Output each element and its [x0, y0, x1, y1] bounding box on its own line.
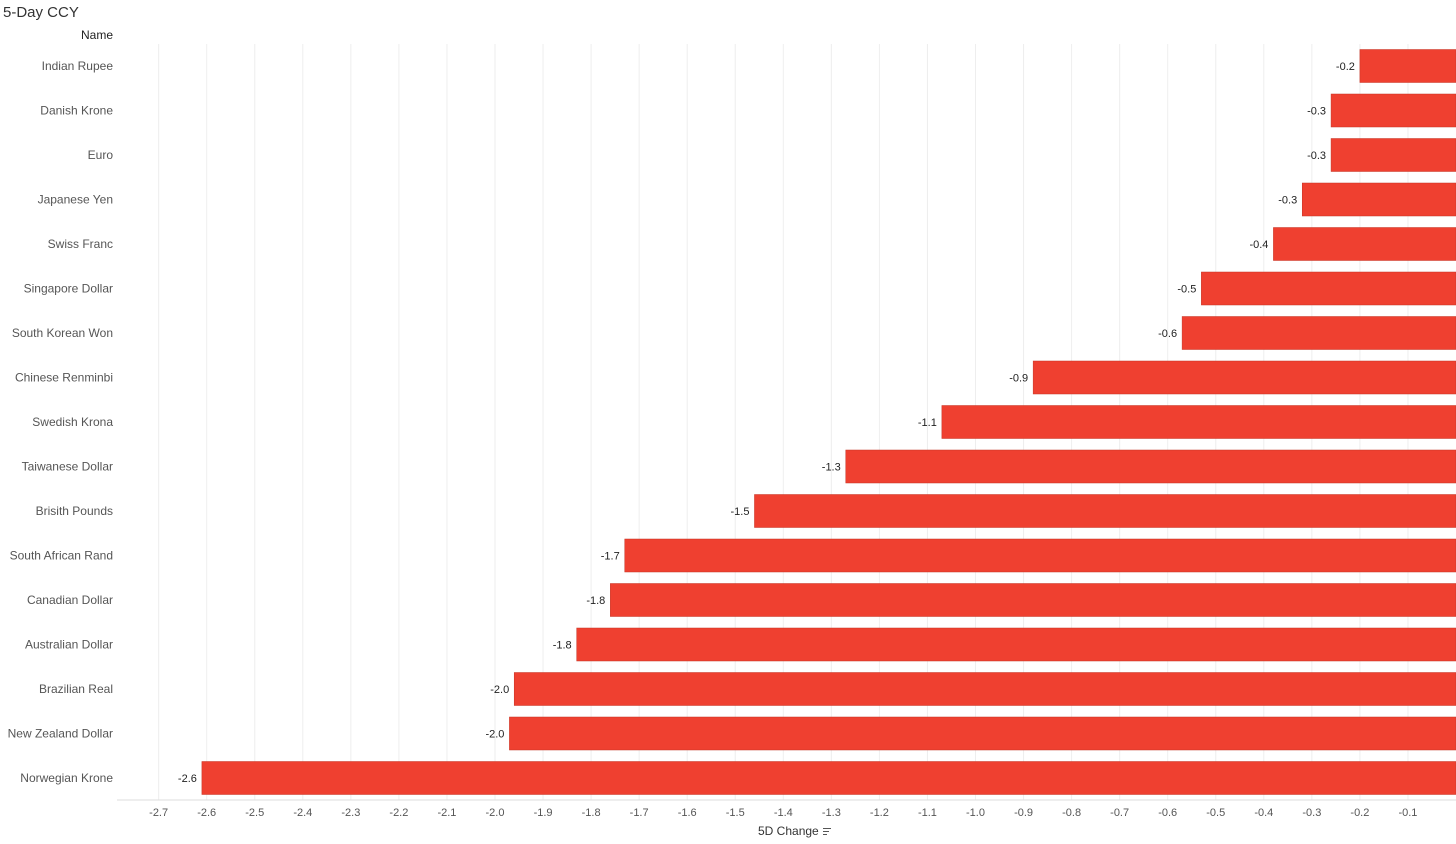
data-label: -0.3	[1307, 150, 1326, 162]
category-label: Swiss Franc	[48, 237, 113, 251]
x-tick-label: -1.2	[870, 807, 889, 819]
bar[interactable]	[1181, 316, 1456, 350]
category-label: Brazilian Real	[39, 682, 113, 696]
x-tick-label: -2.2	[389, 807, 408, 819]
x-axis-title: 5D Change	[758, 824, 831, 838]
category-label: New Zealand Dollar	[8, 727, 113, 741]
x-tick-label: -2.0	[486, 807, 505, 819]
bar[interactable]	[941, 405, 1456, 439]
category-label: Indian Rupee	[42, 59, 114, 73]
category-label: Norwegian Krone	[20, 771, 113, 785]
x-tick-label: -0.7	[1110, 807, 1129, 819]
data-label: -0.2	[1336, 61, 1355, 73]
x-tick-label: -0.5	[1206, 807, 1225, 819]
x-tick-label: -2.7	[149, 807, 168, 819]
bar[interactable]	[624, 538, 1456, 573]
x-tick-label: -2.1	[437, 807, 456, 819]
bar[interactable]	[1032, 360, 1456, 395]
category-label: Euro	[88, 148, 114, 162]
x-tick-label: -2.3	[341, 807, 360, 819]
bar[interactable]	[513, 672, 1456, 706]
x-tick-label: -0.4	[1254, 807, 1273, 819]
x-tick-label: -2.5	[245, 807, 264, 819]
bar[interactable]	[610, 583, 1456, 617]
x-tick-label: -2.6	[197, 807, 216, 819]
category-label: Danish Krone	[40, 104, 113, 118]
x-tick-label: -0.3	[1302, 807, 1321, 819]
bar[interactable]	[1330, 93, 1456, 128]
data-label: -1.8	[586, 595, 605, 607]
x-tick-label: -0.8	[1062, 807, 1081, 819]
x-tick-label: -1.6	[678, 807, 697, 819]
bar[interactable]	[845, 449, 1456, 484]
bar[interactable]	[1301, 182, 1456, 217]
x-tick-label: -1.5	[726, 807, 745, 819]
x-tick-label: -1.4	[774, 807, 793, 819]
x-tick-label: -1.7	[630, 807, 649, 819]
bar[interactable]	[1359, 49, 1456, 83]
bar[interactable]	[509, 716, 1456, 751]
x-tick-label: -0.9	[1014, 807, 1033, 819]
category-label: South African Rand	[10, 549, 113, 563]
category-label: Australian Dollar	[25, 638, 113, 652]
x-axis-title-text: 5D Change	[758, 824, 819, 838]
data-label: -1.5	[731, 506, 750, 518]
x-tick-label: -1.8	[582, 807, 601, 819]
bar[interactable]	[1201, 271, 1456, 306]
data-label: -0.4	[1249, 239, 1268, 251]
data-label: -0.3	[1307, 106, 1326, 118]
data-label: -2.0	[485, 729, 504, 741]
x-tick-label: -1.0	[966, 807, 985, 819]
x-tick-label: -1.9	[534, 807, 553, 819]
data-label: -1.1	[918, 417, 937, 429]
x-tick-label: -0.1	[1398, 807, 1417, 819]
data-label: -0.6	[1158, 328, 1177, 340]
data-label: -2.0	[490, 684, 509, 696]
x-tick-label: -2.4	[293, 807, 312, 819]
x-tick-label: -1.1	[918, 807, 937, 819]
data-label: -1.8	[553, 640, 572, 652]
bar[interactable]	[201, 761, 1456, 795]
category-label: Japanese Yen	[38, 193, 113, 207]
category-label: Brisith Pounds	[36, 504, 113, 518]
category-label: Singapore Dollar	[24, 282, 113, 296]
bar[interactable]	[1273, 227, 1456, 261]
x-tick-label: -1.3	[822, 807, 841, 819]
x-tick-label: -0.6	[1158, 807, 1177, 819]
data-label: -0.9	[1009, 373, 1028, 385]
data-label: -1.7	[601, 551, 620, 563]
data-label: -1.3	[822, 462, 841, 474]
x-tick-label: -0.2	[1350, 807, 1369, 819]
category-label: South Korean Won	[12, 326, 113, 340]
sort-descending-icon[interactable]	[822, 827, 831, 835]
data-label: -0.3	[1278, 195, 1297, 207]
bar[interactable]	[576, 627, 1456, 662]
category-label: Taiwanese Dollar	[22, 460, 113, 474]
dimension-header: Name	[80, 28, 113, 42]
category-label: Chinese Renminbi	[15, 371, 113, 385]
data-label: -0.5	[1177, 284, 1196, 296]
bar[interactable]	[1330, 138, 1456, 172]
category-label: Swedish Krona	[32, 415, 113, 429]
chart-title: 5-Day CCY	[3, 4, 79, 21]
bar[interactable]	[754, 494, 1456, 528]
data-label: -2.6	[178, 773, 197, 785]
category-label: Canadian Dollar	[27, 593, 113, 607]
